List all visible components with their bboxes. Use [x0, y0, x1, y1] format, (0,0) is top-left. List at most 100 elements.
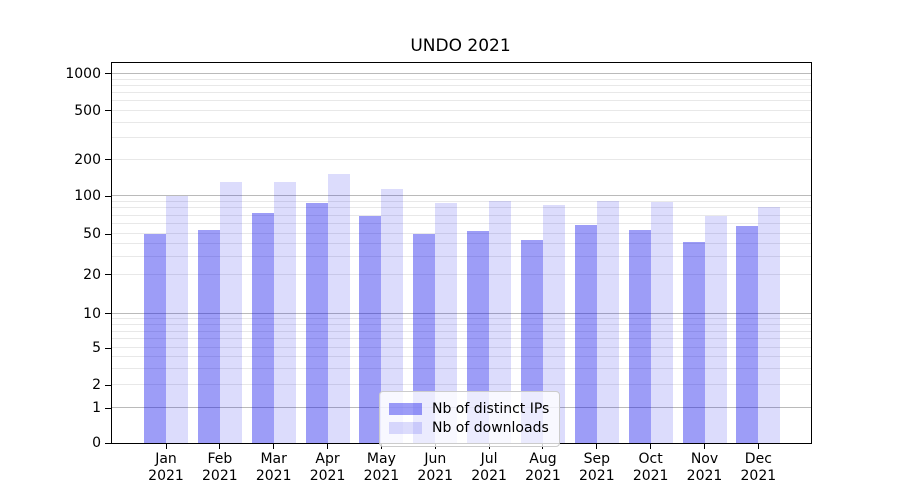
x-tick-label-month-nov: Nov [690, 451, 719, 467]
bar-distinct-ips-feb [197, 229, 220, 443]
y-gridline-minor-9 [112, 318, 811, 320]
y-gridline-minor-6 [112, 338, 811, 340]
x-tick-label-month-dec: Dec [744, 451, 772, 467]
bar-distinct-ips-sep [574, 225, 597, 443]
x-tick-dec [757, 444, 759, 449]
y-tick-label-100: 100 [74, 188, 101, 205]
y-gridline-minor-60 [112, 223, 811, 225]
y-tick-50 [105, 233, 111, 235]
y-tick-10 [105, 313, 111, 315]
plot-area: 0 1 2 5 10 20 50 100 200 500 1000 Jan 2021 Feb 2021 Mar… [65, 62, 812, 484]
x-tick-label-month-jul: Jul [480, 451, 498, 467]
x-tick-label-apr: Apr 2021 [288, 451, 368, 485]
y-tick-1000 [105, 73, 111, 75]
y-tick-label-0: 0 [92, 435, 101, 451]
x-tick-label-jun: Jun 2021 [395, 451, 475, 485]
y-gridline-minor-20 [112, 273, 811, 275]
y-tick-label-50: 50 [83, 226, 101, 242]
bar-distinct-ips-oct [628, 229, 651, 443]
y-gridline-minor-30 [112, 255, 811, 257]
x-tick-mar [273, 444, 275, 449]
y-gridline-minor-80 [112, 207, 811, 209]
y-tick-0 [105, 442, 111, 444]
y-tick-label-1000: 1000 [65, 65, 101, 82]
x-tick-label-month-mar: Mar [260, 451, 287, 467]
legend-item-distinct-ips: Nb of distinct IPs [389, 401, 549, 417]
grid-layer [112, 63, 811, 443]
x-tick-label-jan: Jan 2021 [126, 451, 206, 485]
y-tick-label-10: 10 [83, 305, 101, 322]
legend-item-downloads: Nb of downloads [389, 420, 549, 436]
x-tick-label-mar: Mar 2021 [234, 451, 314, 485]
x-tick-label-year-jul: 2021 [471, 468, 507, 484]
bar-downloads-aug [542, 205, 565, 443]
y-tick-2 [105, 384, 111, 386]
x-tick-label-month-oct: Oct [638, 451, 663, 467]
y-tick-label-2: 2 [92, 377, 101, 394]
y-gridline-minor-900 [112, 78, 811, 80]
y-tick-label-500: 500 [74, 102, 101, 119]
x-tick-label-month-apr: Apr [315, 451, 340, 467]
legend-swatch-downloads [389, 422, 422, 434]
x-tick-nov [704, 444, 705, 449]
y-gridline-minor-90 [112, 201, 811, 203]
y-tick-label-5: 5 [92, 340, 101, 356]
y-gridline-minor-5 [112, 347, 811, 348]
x-tick-label-aug: Aug 2021 [503, 451, 583, 485]
y-tick-label-200: 200 [74, 151, 101, 168]
x-tick-label-year-oct: 2021 [632, 468, 669, 484]
x-tick-label-month-feb: Feb [207, 451, 233, 467]
x-tick-label-year-feb: 2021 [202, 468, 238, 484]
y-tick-100 [105, 195, 111, 197]
bar-downloads-apr [327, 174, 350, 443]
y-gridline-minor-3 [112, 367, 811, 369]
bar-distinct-ips-dec [736, 225, 759, 443]
bar-distinct-ips-apr [305, 203, 328, 443]
y-tick-label-1: 1 [92, 400, 101, 416]
y-tick-label-20: 20 [83, 266, 101, 283]
y-gridline-minor-800 [112, 84, 811, 86]
y-gridline-major-100 [112, 195, 811, 197]
bar-downloads-may [381, 188, 404, 443]
y-gridline-minor-300 [112, 136, 811, 138]
y-tick-20 [105, 274, 111, 276]
x-tick-jan [165, 444, 167, 449]
y-gridline-minor-50 [112, 233, 811, 234]
bar-distinct-ips-jun [413, 234, 436, 443]
x-tick-label-year-sep: 2021 [578, 468, 615, 484]
bar-distinct-ips-jan [144, 234, 166, 443]
legend-swatch-distinct-ips [389, 403, 422, 415]
x-tick-label-year-may: 2021 [363, 468, 400, 484]
y-tick-200 [105, 159, 111, 161]
bar-downloads-jul [489, 201, 512, 443]
y-gridline-minor-2 [112, 384, 811, 386]
y-gridline-minor-7 [112, 330, 811, 332]
x-tick-label-year-aug: 2021 [525, 468, 561, 484]
y-gridline-major-1000 [112, 72, 811, 74]
y-gridline-minor-600 [112, 99, 811, 101]
y-gridline-major-10 [112, 313, 811, 314]
bar-downloads-dec [758, 207, 781, 443]
x-tick-label-may: May 2021 [341, 451, 421, 485]
bar-downloads-mar [273, 182, 296, 443]
y-gridline-minor-400 [112, 121, 811, 123]
x-tick-label-year-apr: 2021 [309, 468, 346, 484]
bar-distinct-ips-may [359, 215, 382, 443]
bar-distinct-ips-nov [682, 241, 705, 443]
x-tick-oct [650, 444, 652, 449]
bars-layer [112, 63, 811, 443]
x-tick-sep [596, 444, 598, 449]
y-gridline-minor-500 [112, 109, 811, 111]
bar-downloads-jun [435, 202, 458, 443]
x-tick-label-oct: Oct 2021 [611, 451, 691, 485]
bar-distinct-ips-mar [251, 212, 274, 443]
x-tick-label-nov: Nov 2021 [665, 451, 745, 485]
y-gridline-minor-200 [112, 158, 811, 160]
y-gridline-minor-700 [112, 91, 811, 93]
bar-downloads-sep [596, 201, 619, 443]
bar-downloads-nov [704, 216, 727, 443]
y-tick-1 [105, 407, 111, 409]
y-gridline-minor-40 [112, 242, 811, 244]
x-tick-label-month-aug: Aug [529, 451, 557, 467]
